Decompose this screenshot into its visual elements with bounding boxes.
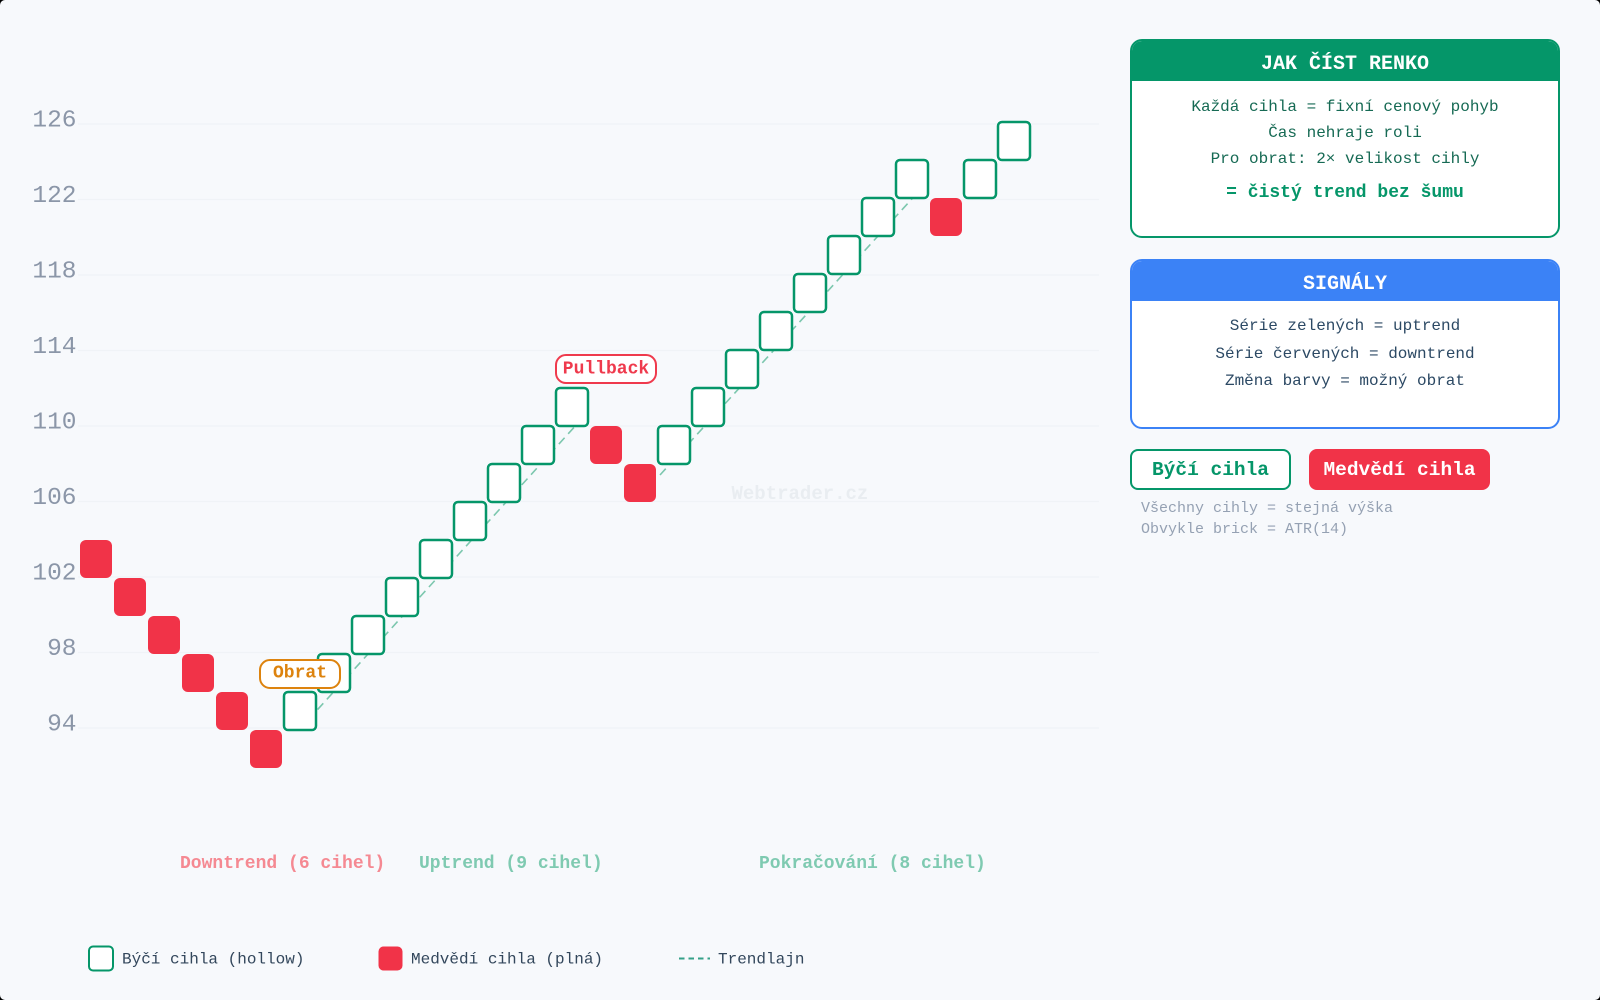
svg-text:Downtrend (6 cihel): Downtrend (6 cihel) <box>180 854 385 874</box>
svg-text:114: 114 <box>32 334 76 361</box>
svg-text:106: 106 <box>32 485 76 512</box>
svg-text:Pokračování (8 cihel): Pokračování (8 cihel) <box>759 854 986 874</box>
svg-text:Býčí cihla (hollow): Býčí cihla (hollow) <box>122 951 304 969</box>
svg-text:Medvědí cihla (plná): Medvědí cihla (plná) <box>411 951 603 969</box>
svg-text:102: 102 <box>32 561 76 588</box>
svg-text:94: 94 <box>47 712 76 739</box>
svg-text:Uptrend (9 cihel): Uptrend (9 cihel) <box>419 854 603 874</box>
svg-text:126: 126 <box>32 108 76 135</box>
svg-text:Webtrader.cz: Webtrader.cz <box>732 483 869 505</box>
svg-text:98: 98 <box>47 636 76 663</box>
svg-text:118: 118 <box>32 259 76 286</box>
svg-text:Obrat: Obrat <box>273 664 327 684</box>
svg-text:110: 110 <box>32 410 76 437</box>
svg-text:Trendlajn: Trendlajn <box>718 951 804 969</box>
svg-text:122: 122 <box>32 183 76 210</box>
svg-text:Pullback: Pullback <box>563 360 650 380</box>
